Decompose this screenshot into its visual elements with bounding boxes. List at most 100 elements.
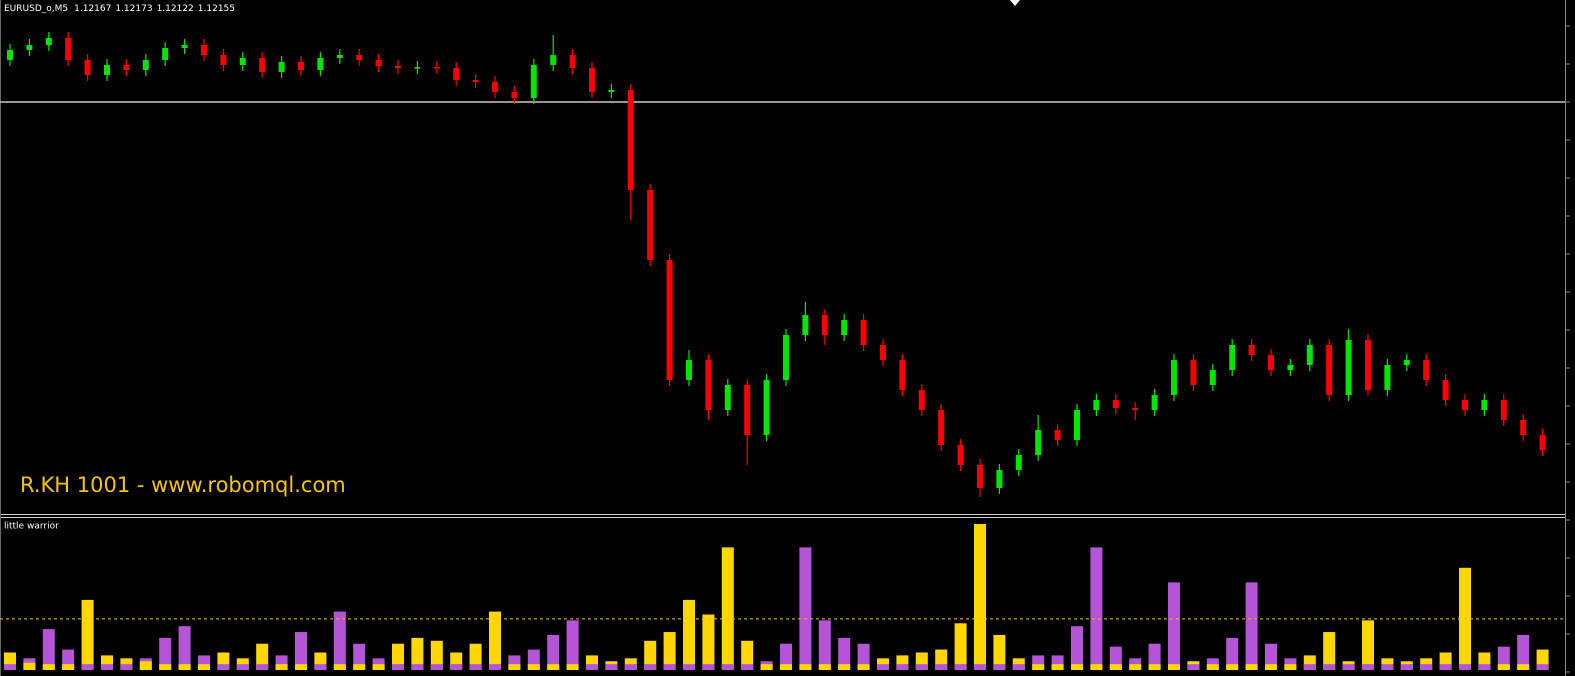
histogram-bar (799, 547, 812, 670)
histogram-bar (818, 664, 831, 670)
candle-body (686, 360, 692, 380)
histogram-bar (683, 664, 695, 670)
histogram-bar (1400, 664, 1413, 670)
histogram-bar (1517, 664, 1530, 670)
histogram-bar (1478, 664, 1491, 670)
histogram-bar (1168, 582, 1180, 670)
candle-body (1035, 430, 1042, 455)
candle-body (1326, 345, 1333, 395)
histogram-bar (605, 664, 618, 670)
histogram-bar (760, 664, 773, 670)
histogram-bar (954, 623, 967, 670)
histogram-bar (663, 664, 676, 670)
histogram-bar (1187, 664, 1200, 670)
candle-body (938, 410, 945, 445)
candle-body (1423, 360, 1430, 380)
histogram-bar (527, 664, 540, 670)
histogram-bar (741, 640, 754, 670)
histogram-bar (256, 664, 269, 670)
histogram-bar (915, 664, 928, 670)
candle-body (1209, 370, 1216, 385)
histogram-bar (159, 664, 172, 670)
histogram-bar (1323, 632, 1336, 670)
axis-ticks (1565, 25, 1570, 673)
histogram-bar (411, 637, 424, 670)
candle-body (1539, 435, 1546, 450)
histogram-bar (217, 664, 230, 670)
histogram-bar (1381, 664, 1394, 670)
histogram-bar (857, 664, 870, 670)
histogram-bar (120, 664, 133, 670)
histogram-bar (1071, 664, 1083, 670)
candle-body (724, 385, 731, 410)
candle-body (1306, 345, 1313, 365)
histogram-bar (295, 632, 307, 670)
histogram-bar (333, 611, 346, 670)
histogram-bar (1323, 664, 1336, 670)
histogram-bar (547, 634, 560, 670)
candle-body (492, 82, 498, 92)
candle-body (142, 60, 149, 70)
histogram-bar (1420, 664, 1433, 670)
candle-body (453, 68, 460, 80)
candle-body (433, 67, 440, 69)
candle-body (957, 445, 964, 465)
histogram-bar (23, 662, 36, 670)
candle-body (589, 68, 595, 92)
histogram-bar (81, 599, 94, 670)
candle-body (841, 320, 848, 335)
ohlc-close: 1.12155 (198, 4, 235, 14)
histogram-bar (139, 661, 152, 670)
histogram-bar (857, 643, 870, 670)
candle-body (45, 38, 52, 45)
candle-body (647, 190, 654, 260)
histogram-bar (1226, 664, 1239, 670)
indicator-title: little warrior (4, 522, 59, 532)
candle-body (1112, 400, 1119, 408)
candle-body (899, 360, 906, 390)
candle-body (356, 55, 363, 60)
candle-body (1365, 340, 1371, 390)
candle-body (1462, 400, 1468, 410)
histogram-bar (178, 664, 191, 670)
histogram-bar (178, 626, 191, 670)
histogram-bar (1090, 664, 1103, 670)
histogram-bar (1284, 664, 1297, 670)
candle-body (65, 38, 72, 60)
candle-body (860, 320, 867, 345)
histogram-bar (353, 643, 366, 670)
histogram-bar (469, 664, 482, 670)
histogram-bar (42, 629, 55, 670)
histogram-bar (411, 664, 424, 670)
candle-body (278, 62, 285, 72)
histogram-bar (877, 664, 889, 670)
candle-body (783, 335, 789, 380)
histogram-bar (838, 664, 851, 670)
histogram-bar (818, 620, 831, 670)
histogram-bar (1129, 664, 1142, 670)
candle-body (7, 50, 13, 60)
candle-body (1248, 345, 1255, 355)
candle-body (84, 60, 91, 75)
histogram-bar (1148, 643, 1161, 670)
histogram-bar (644, 640, 657, 670)
histogram-bar (663, 632, 676, 670)
histogram-bar (81, 664, 94, 670)
histogram-bar (508, 664, 521, 670)
histogram-bar (586, 664, 598, 670)
histogram-bar (1168, 664, 1180, 670)
candle-body (918, 390, 925, 410)
candle-body (821, 315, 828, 335)
histogram-bar (1245, 664, 1258, 670)
histogram-bar (101, 664, 113, 670)
symbol: EURUSD_o,M5 (4, 4, 68, 14)
candle-body (1345, 340, 1352, 395)
histogram-bar (392, 643, 404, 670)
histogram-bar (392, 664, 404, 670)
candle-body (705, 360, 712, 410)
candle-body (511, 92, 518, 98)
candle-body (627, 90, 634, 190)
ohlc-high: 1.12173 (115, 4, 152, 14)
histogram-bar (236, 664, 249, 670)
candle-body (802, 315, 809, 335)
